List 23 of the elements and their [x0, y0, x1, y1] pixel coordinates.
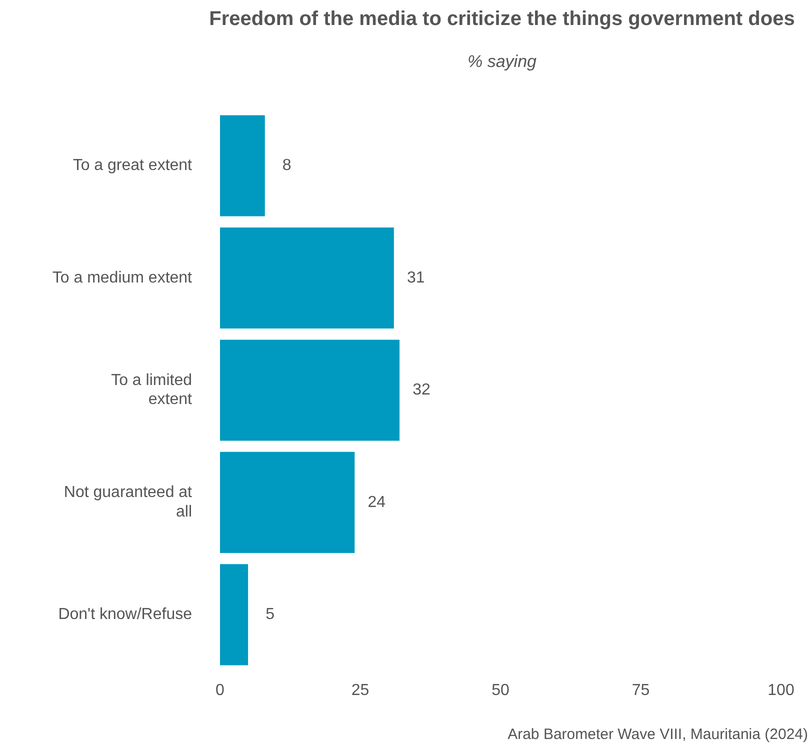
- data-label: 5: [266, 606, 275, 624]
- y-tick-label: To a medium extent: [52, 269, 193, 286]
- x-tick-label: 50: [492, 682, 510, 699]
- bar: [220, 340, 400, 441]
- x-tick-label: 100: [768, 682, 794, 699]
- bar: [220, 452, 355, 553]
- y-tick-label: Not guaranteed at all: [64, 484, 193, 520]
- x-tick-label: 75: [632, 682, 650, 699]
- data-label: 32: [412, 382, 431, 399]
- bar: [220, 564, 248, 666]
- chart-title: Freedom of the media to criticize the things government does: [208, 8, 796, 31]
- data-label: 8: [282, 157, 292, 174]
- bar: [220, 115, 265, 216]
- y-tick-label: To a great extent: [72, 157, 193, 174]
- y-tick-label: Don't know/Refuse: [58, 606, 192, 624]
- data-label: 31: [407, 269, 425, 286]
- bar: [220, 227, 394, 328]
- x-tick-label: 25: [351, 682, 370, 699]
- data-label: 24: [368, 494, 386, 511]
- x-tick-label: 0: [216, 682, 225, 699]
- chart-subtitle: % saying: [466, 52, 538, 72]
- text: Arab Barometer Wave VIII, Mauritania (2024): [508, 726, 808, 743]
- y-tick-label: To a limited extent: [111, 372, 193, 408]
